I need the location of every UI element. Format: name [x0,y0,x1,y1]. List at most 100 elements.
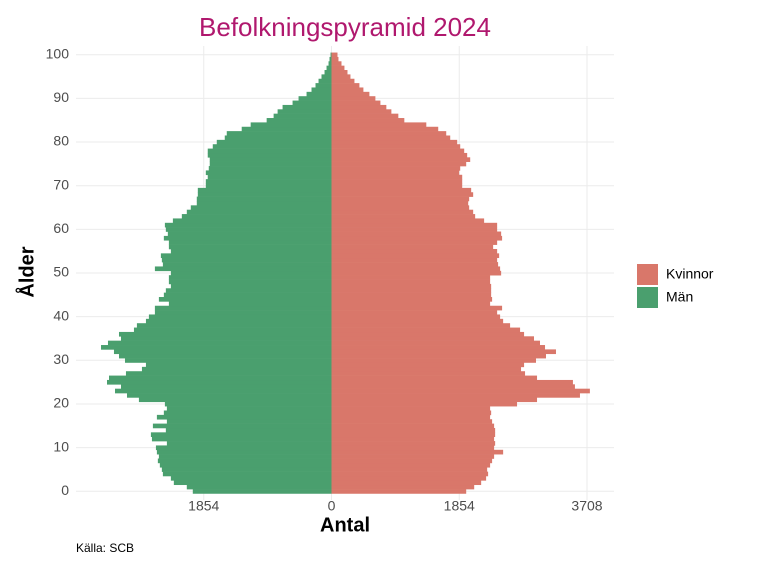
bar [331,209,474,215]
bar [331,371,526,376]
bar [162,471,332,477]
bar [331,257,498,263]
bar [181,214,332,219]
bar [331,56,339,62]
y-tick-label: 10 [53,438,69,454]
bar [331,166,461,171]
bar [209,161,332,167]
bar [331,248,498,254]
bar [168,279,332,285]
bar [154,310,332,315]
bar [155,445,332,451]
caption: Källa: SCB [76,541,134,555]
bar [326,65,332,71]
bar [141,366,332,372]
bar [331,152,468,158]
bar [331,331,525,337]
bar [331,314,501,320]
bar [205,170,332,176]
bar [126,393,332,398]
legend-swatch [637,264,658,285]
legend-label: Kvinnor [666,266,714,282]
bar [207,152,332,158]
bar [138,397,332,403]
bar [331,74,351,80]
bar [124,358,332,363]
bar [331,118,405,123]
bar [331,222,498,228]
chart-title: Befolkningspyramid 2024 [199,12,491,42]
y-tick-label: 80 [53,133,69,149]
bar [331,401,518,407]
bar [331,393,580,398]
bar [331,375,538,381]
bar [226,131,332,136]
bar [318,78,332,84]
bar [331,100,381,106]
bar [331,318,504,324]
bar [331,52,338,58]
x-tick-label: 1854 [444,498,475,514]
bar [282,104,332,110]
bar [331,161,467,167]
bar [331,253,500,259]
bar [331,65,345,71]
bar [329,56,332,62]
bar [331,427,496,433]
legend-label: Män [666,289,693,305]
bar [331,131,447,136]
bar [136,323,332,328]
bar [107,379,332,385]
bar [331,432,496,438]
bar [331,467,488,472]
bar [158,454,332,459]
y-tick-label: 100 [46,45,70,61]
y-axis-label: Ålder [14,246,38,297]
bar [170,248,332,254]
bar [113,349,332,355]
bar [192,489,332,494]
y-tick-label: 90 [53,89,69,105]
bar [154,266,332,272]
bar [331,445,495,451]
bar [250,122,332,128]
bar [331,126,439,132]
bar [331,235,503,241]
bar [331,305,503,311]
bar [331,384,575,389]
bar [331,349,556,355]
bar [190,205,332,211]
bar [331,340,540,346]
bar [156,414,332,420]
bar [266,118,332,123]
bar [154,305,332,311]
bar [331,91,370,97]
bar [148,314,332,320]
bar [331,87,364,93]
bar [331,353,546,359]
bar [331,139,458,145]
bar [109,375,332,381]
bar [331,187,472,193]
bar [161,467,332,472]
bar [331,362,525,368]
bar [101,345,332,350]
bar [331,449,504,455]
bar [208,166,332,171]
bar [166,406,332,411]
bar [331,489,467,494]
bar [173,480,332,486]
bar [331,379,573,385]
bar [157,458,332,464]
bar [331,471,489,477]
bar [306,91,332,97]
bar [331,78,355,84]
bar [197,192,332,197]
bar [120,384,332,389]
bar [331,441,496,446]
bar [163,235,332,241]
bar [331,484,475,490]
bar [331,113,399,119]
